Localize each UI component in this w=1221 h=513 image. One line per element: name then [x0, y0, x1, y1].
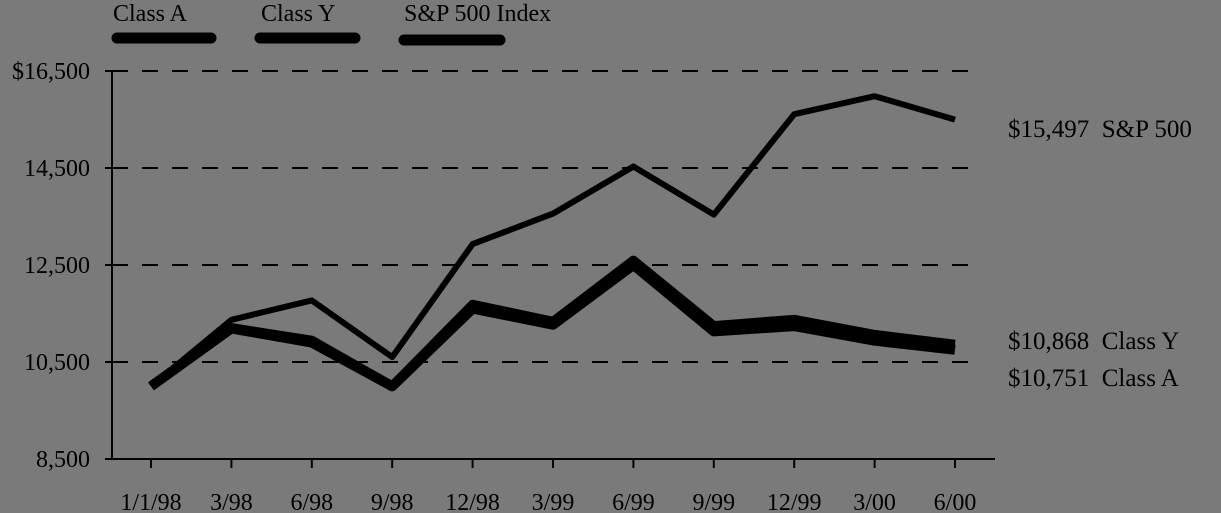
- x-tick-label: 12/98: [445, 490, 500, 513]
- x-tick-label: 3/99: [532, 490, 575, 513]
- end-labels: $15,497 S&P 500 $10,868 Class Y $10,751 Cl…: [1008, 116, 1192, 392]
- x-axis-ticks: 1/1/98 3/98 6/98 9/98 12/98 3/99 6/99 9/99 12/99…: [120, 459, 976, 513]
- series-line-class-a: [148, 260, 956, 392]
- x-tick-label: 3/98: [210, 490, 253, 513]
- y-tick-label: 12,500: [24, 253, 90, 279]
- legend-item-class-y: Class Y: [254, 1, 361, 44]
- x-tick-label: 1/1/98: [120, 490, 181, 513]
- x-tick-label: 6/99: [612, 490, 655, 513]
- x-tick-label: 6/98: [290, 490, 333, 513]
- x-tick-label: 9/99: [692, 490, 735, 513]
- legend-item-class-a: Class A: [111, 1, 217, 44]
- y-tick-label: $16,500: [12, 59, 90, 85]
- legend: Class A Class Y S&P 500 Index: [111, 1, 551, 46]
- legend-label-class-a: Class A: [113, 1, 188, 27]
- x-tick-label: 9/98: [371, 490, 414, 513]
- legend-item-sp500: S&P 500 Index: [398, 1, 551, 46]
- x-tick-label: 12/99: [767, 490, 822, 513]
- x-tick-label: 6/00: [934, 490, 977, 513]
- end-label-class-y: $10,868 Class Y: [1008, 328, 1179, 355]
- series-line-s-p-500-index: [149, 93, 956, 389]
- legend-label-sp500: S&P 500 Index: [404, 1, 551, 27]
- y-tick-label: 8,500: [36, 447, 90, 473]
- gridlines: [112, 70, 975, 363]
- end-label-class-a: $10,751 Class A: [1008, 365, 1179, 392]
- y-tick-label: 14,500: [24, 156, 90, 182]
- series-lines: [148, 93, 956, 392]
- legend-label-class-y: Class Y: [261, 1, 335, 27]
- end-label-s-p-500-index: $15,497 S&P 500: [1008, 116, 1192, 143]
- y-tick-label: 10,500: [24, 350, 90, 376]
- x-tick-label: 3/00: [853, 490, 896, 513]
- y-axis-ticks: 8,500 10,500 12,500 14,500 $16,500: [12, 59, 112, 473]
